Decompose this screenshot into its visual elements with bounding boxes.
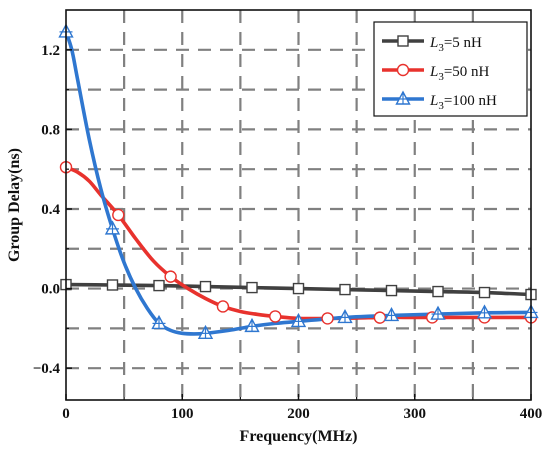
series-2-circle-marker — [321, 312, 334, 325]
legend-circle-marker — [396, 63, 410, 77]
axis-ticks: 0 100 200 300 400 −0.4 0.0 0.4 0.8 1.2 — [33, 43, 543, 422]
series-3-triangle-marker — [430, 305, 446, 320]
series-3-triangle-marker — [151, 314, 167, 330]
series-line-3 — [64, 30, 533, 336]
y-tick-label: 0.0 — [41, 282, 60, 298]
y-axis-title: Group Delay(ns) — [6, 148, 23, 262]
x-tick-label: 100 — [171, 406, 194, 422]
y-tick-label: 1.2 — [41, 43, 60, 59]
x-tick-label: 300 — [404, 406, 427, 422]
series-1-square-marker — [292, 282, 305, 295]
series-1-square-marker — [199, 280, 212, 293]
x-tick-label: 200 — [287, 406, 310, 422]
series-2-circle-marker — [373, 311, 387, 324]
legend: L3=5 nH L3=50 nH L3=100 nH — [373, 21, 528, 117]
series-1-square-marker — [432, 285, 444, 298]
legend-square-marker — [397, 35, 409, 47]
series-2-circle-marker — [112, 208, 125, 222]
series-1-square-marker — [385, 284, 398, 297]
x-axis-title: Frequency(MHz) — [240, 428, 358, 445]
legend-triangle-marker — [395, 90, 411, 105]
y-tick-label: 0.8 — [41, 122, 60, 138]
series-3-triangle-marker — [104, 220, 121, 235]
legend-label-2: L3=50 nH — [429, 64, 490, 83]
series-3-triangle-marker — [197, 324, 214, 340]
series-1-square-marker — [478, 286, 491, 299]
y-tick-label: 0.4 — [41, 202, 60, 218]
legend-label-1: L3=5 nH — [429, 35, 482, 54]
series-1-square-marker — [153, 279, 165, 292]
series-markers — [58, 23, 539, 340]
series-3-triangle-marker — [244, 317, 260, 333]
series-1-square-marker — [339, 283, 351, 296]
x-tick-label: 400 — [520, 406, 543, 422]
series-2-circle-marker — [269, 310, 282, 323]
series-3-triangle-marker — [383, 306, 400, 322]
y-tick-label: −0.4 — [33, 361, 61, 377]
series-3-triangle-marker — [290, 312, 307, 328]
series-line-2 — [64, 165, 533, 321]
series-2-circle-marker — [216, 300, 230, 313]
x-tick-label: 0 — [62, 406, 70, 422]
series-3-triangle-marker — [476, 304, 493, 319]
series-1-square-marker — [106, 279, 119, 291]
legend-label-3: L3=100 nH — [429, 93, 497, 112]
series-3-triangle-marker — [337, 308, 353, 324]
series-2-circle-marker — [164, 270, 177, 283]
series-1-square-marker — [246, 281, 258, 294]
